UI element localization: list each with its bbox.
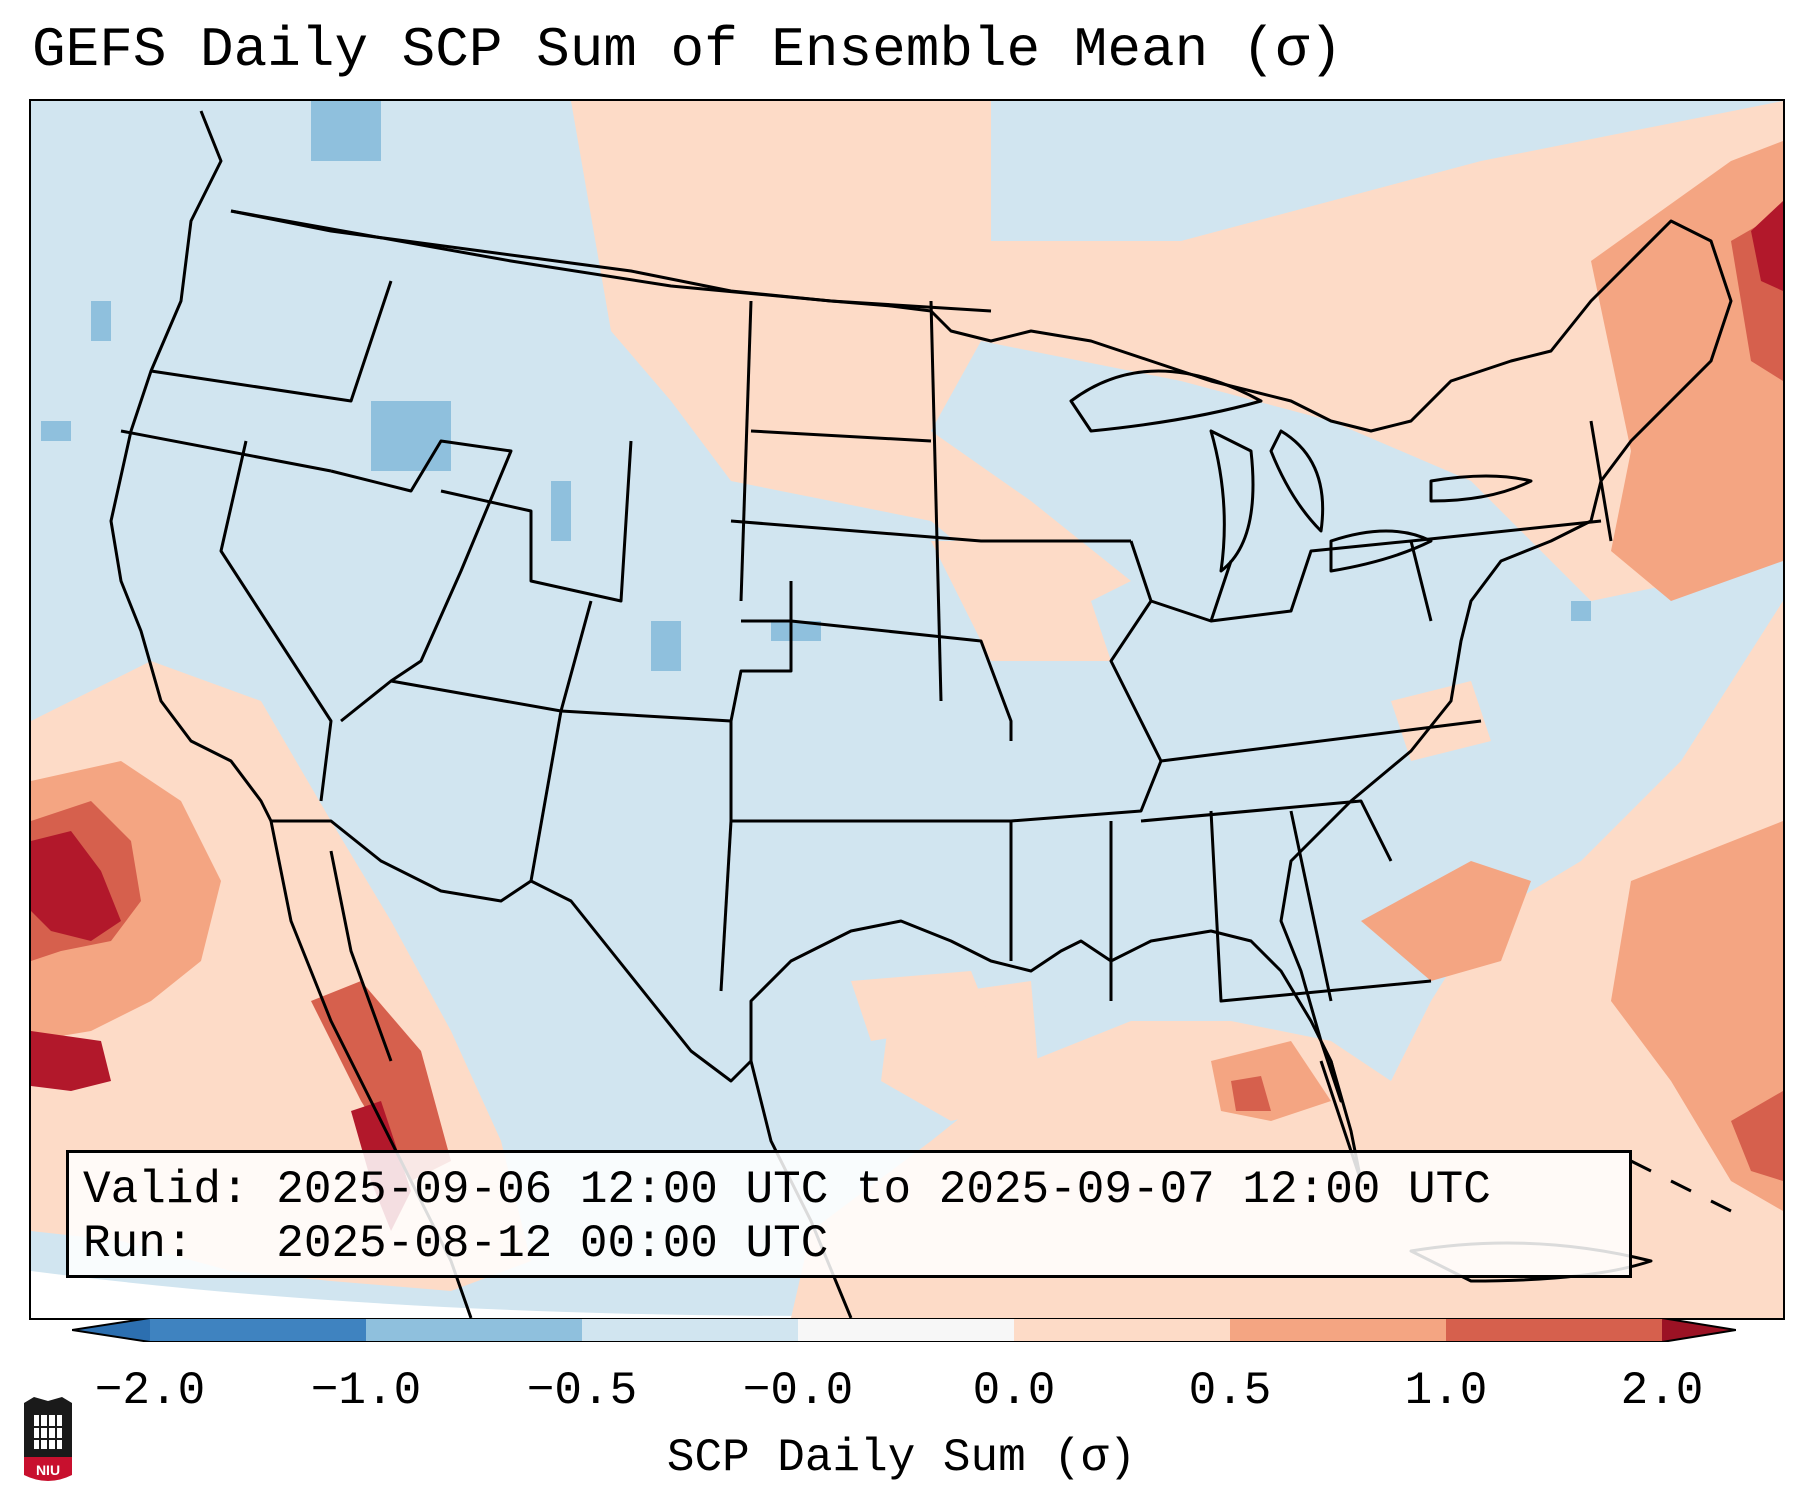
negative-cell [551,481,571,541]
colorbar-tick-label: 0.5 [1188,1365,1272,1417]
map-panel [29,99,1785,1320]
colorbar-bin-5 [1014,1318,1230,1342]
border-ny-east [1589,420,1613,542]
border-ar-mo [1010,760,1163,823]
map-svg [31,101,1783,1318]
colorbar [72,1318,1736,1342]
lake-huron [1269,429,1325,533]
bahamas [1630,1159,1732,1213]
negative-cell [311,101,381,161]
negative-cell [1571,601,1591,621]
anomaly-north-light [571,101,1783,621]
logo-grid-icon [34,1415,62,1449]
negative-cell [41,421,71,441]
border-oh-pa [1210,539,1433,623]
colorbar-bin-6 [1230,1318,1446,1342]
negative-cell [91,301,111,341]
colorbar-over-arrow [1662,1318,1736,1342]
colorbar-bin-2 [366,1318,582,1342]
canada-us-border [230,209,992,313]
border-ga-sc [1289,810,1333,1002]
anomaly-northeast-darkred [1751,201,1783,291]
lake-erie [1329,529,1433,573]
logo-shield-icon [24,1457,72,1481]
border-sd-nd [750,429,932,443]
colorbar-bin-4 [798,1318,1014,1342]
valid-time-text: Valid: 2025-09-06 12:00 UTC to 2025-09-0… [83,1164,1491,1216]
run-time-text: Run: 2025-08-12 00:00 UTC [83,1218,829,1270]
border-al-ga [1209,810,1432,1003]
border-mt-wy [440,440,633,603]
anomaly-midwest-light [931,541,1111,661]
colorbar-tick-label: −2.0 [94,1365,206,1417]
colorbar-axis-label: SCP Daily Sum (σ) [666,1432,1137,1484]
anomaly-wv-light [1391,681,1491,761]
lake-ontario [1429,474,1533,503]
colorbar-tick-label: 0.0 [972,1365,1056,1417]
lake-superior [1069,369,1263,433]
border-nv-ut-id [330,439,513,723]
anomaly-gulf-red [1231,1076,1271,1111]
border-az-nm [529,710,563,882]
anomaly-southeast-light [791,601,1783,1318]
border-dakotas-west [739,300,753,602]
border-nm-tx [719,820,733,992]
border-tn-south [1140,799,1393,862]
negative-cell [371,401,451,471]
valid-run-info-box: Valid: 2025-09-06 12:00 UTC to 2025-09-0… [66,1150,1632,1278]
negative-cell [771,621,821,641]
anomaly-pacific-darkred [31,831,121,941]
colorbar-tick-label: 1.0 [1404,1365,1488,1417]
us-outline [109,110,1733,1103]
border-ky-tn [1109,540,1482,763]
border-or-ca [120,429,332,473]
anomaly-carolina-orange [1361,861,1531,981]
anomaly-baja-red [311,981,451,1181]
lake-michigan [1209,429,1255,573]
border-ne-sd [730,519,1131,543]
border-ca-nv [219,440,333,802]
anomaly-field [31,101,1783,1318]
colorbar-bin-7 [1446,1318,1662,1342]
anomaly-atlantic-red [1731,1091,1783,1181]
border-or-wa [150,280,393,403]
negative-anomaly-field [41,101,1591,671]
colorbar-tick-label: 2.0 [1620,1365,1704,1417]
colorbar-bin-3 [582,1318,798,1342]
anomaly-atlantic-orange [1611,821,1783,1211]
anomaly-pacific-darkred-2 [31,1031,111,1091]
border-ny-pa [1410,519,1602,543]
colorbar-tick-label: −0.0 [742,1365,854,1417]
colorbar-tick-label: −1.0 [310,1365,422,1417]
border-mn-west [929,300,943,702]
colorbar-under-arrow [72,1318,150,1342]
colorbar-bin-1 [150,1318,366,1342]
anomaly-ok-light [851,971,991,1041]
negative-cell [651,621,681,671]
border-co-nm [560,581,793,723]
border-ks-ne [741,619,1013,741]
colorbar-tick-label: −0.5 [526,1365,638,1417]
baja-peninsula [329,850,393,1062]
logo-text: NIU [36,1462,60,1478]
niu-logo: NIU [24,1397,72,1481]
chart-title: GEFS Daily SCP Sum of Ensemble Mean (σ) [32,18,1343,82]
